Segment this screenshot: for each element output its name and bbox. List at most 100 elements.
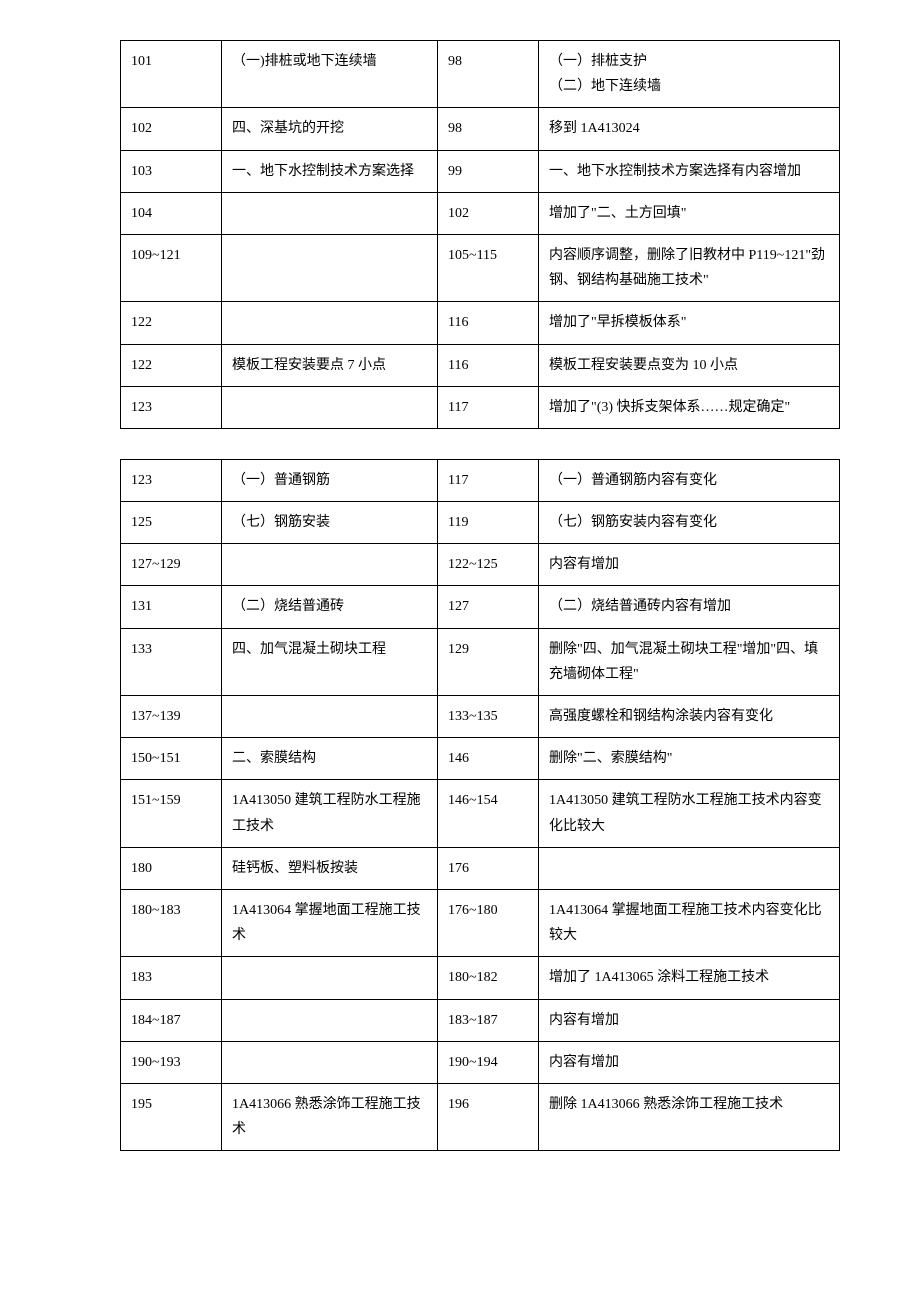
old-content-cell <box>222 234 438 301</box>
change-description-cell: 增加了 1A413065 涂料工程施工技术 <box>539 957 840 999</box>
comparison-table-1: 101（一)排桩或地下连续墙98（一）排桩支护（二）地下连续墙102四、深基坑的… <box>120 40 840 429</box>
old-page-cell: 183 <box>121 957 222 999</box>
change-description-cell <box>539 847 840 889</box>
old-page-cell: 137~139 <box>121 696 222 738</box>
table-row: 102四、深基坑的开挖98移到 1A413024 <box>121 108 840 150</box>
old-content-cell: 四、加气混凝土砌块工程 <box>222 628 438 695</box>
old-page-cell: 190~193 <box>121 1041 222 1083</box>
old-page-cell: 180~183 <box>121 889 222 956</box>
old-content-cell: （一）普通钢筋 <box>222 459 438 501</box>
table-row: 123 117增加了"(3) 快拆支架体系……规定确定" <box>121 386 840 428</box>
new-page-cell: 133~135 <box>438 696 539 738</box>
old-content-cell: 1A413064 掌握地面工程施工技术 <box>222 889 438 956</box>
old-content-cell <box>222 1041 438 1083</box>
change-description-cell: 删除"四、加气混凝土砌块工程"增加"四、填充墙砌体工程" <box>539 628 840 695</box>
change-description-cell: （一）普通钢筋内容有变化 <box>539 459 840 501</box>
change-description-cell: 一、地下水控制技术方案选择有内容增加 <box>539 150 840 192</box>
old-content-cell: 一、地下水控制技术方案选择 <box>222 150 438 192</box>
table-row: 123（一）普通钢筋117（一）普通钢筋内容有变化 <box>121 459 840 501</box>
table-row: 109~121105~115内容顺序调整，删除了旧教材中 P119~121"劲钢… <box>121 234 840 301</box>
old-page-cell: 122 <box>121 302 222 344</box>
new-page-cell: 129 <box>438 628 539 695</box>
old-page-cell: 122 <box>121 344 222 386</box>
old-content-cell <box>222 544 438 586</box>
old-content-cell <box>222 302 438 344</box>
change-description-cell: 1A413050 建筑工程防水工程施工技术内容变化比较大 <box>539 780 840 847</box>
table-row: 122模板工程安装要点 7 小点116模板工程安装要点变为 10 小点 <box>121 344 840 386</box>
new-page-cell: 127 <box>438 586 539 628</box>
change-description-cell: 内容顺序调整，删除了旧教材中 P119~121"劲钢、钢结构基础施工技术" <box>539 234 840 301</box>
table-row: 104 102增加了"二、土方回填" <box>121 192 840 234</box>
table-row: 180硅钙板、塑料板按装176 <box>121 847 840 889</box>
old-page-cell: 123 <box>121 386 222 428</box>
table-row: 137~139 133~135高强度螺栓和钢结构涂装内容有变化 <box>121 696 840 738</box>
old-page-cell: 101 <box>121 41 222 108</box>
new-page-cell: 176 <box>438 847 539 889</box>
old-content-cell: 硅钙板、塑料板按装 <box>222 847 438 889</box>
old-content-cell: 1A413050 建筑工程防水工程施工技术 <box>222 780 438 847</box>
table-row: 103一、地下水控制技术方案选择99一、地下水控制技术方案选择有内容增加 <box>121 150 840 192</box>
change-description-cell: （一）排桩支护（二）地下连续墙 <box>539 41 840 108</box>
table-row: 151~1591A413050 建筑工程防水工程施工技术146~1541A413… <box>121 780 840 847</box>
change-description-cell: （二）烧结普通砖内容有增加 <box>539 586 840 628</box>
new-page-cell: 117 <box>438 459 539 501</box>
change-description-cell: （七）钢筋安装内容有变化 <box>539 502 840 544</box>
change-description-cell: 增加了"早拆模板体系" <box>539 302 840 344</box>
change-description-cell: 删除"二、索膜结构" <box>539 738 840 780</box>
old-page-cell: 103 <box>121 150 222 192</box>
change-description-cell: 内容有增加 <box>539 999 840 1041</box>
new-page-cell: 116 <box>438 344 539 386</box>
new-page-cell: 190~194 <box>438 1041 539 1083</box>
new-page-cell: 98 <box>438 108 539 150</box>
old-content-cell: 1A413066 熟悉涂饰工程施工技术 <box>222 1083 438 1150</box>
new-page-cell: 146~154 <box>438 780 539 847</box>
change-description-cell: 移到 1A413024 <box>539 108 840 150</box>
old-page-cell: 133 <box>121 628 222 695</box>
old-content-cell <box>222 999 438 1041</box>
table-row: 1951A413066 熟悉涂饰工程施工技术196删除 1A413066 熟悉涂… <box>121 1083 840 1150</box>
new-page-cell: 180~182 <box>438 957 539 999</box>
new-page-cell: 117 <box>438 386 539 428</box>
old-page-cell: 184~187 <box>121 999 222 1041</box>
change-description-cell: 模板工程安装要点变为 10 小点 <box>539 344 840 386</box>
new-page-cell: 146 <box>438 738 539 780</box>
table-row: 183 180~182增加了 1A413065 涂料工程施工技术 <box>121 957 840 999</box>
new-page-cell: 116 <box>438 302 539 344</box>
old-page-cell: 102 <box>121 108 222 150</box>
old-content-cell: （一)排桩或地下连续墙 <box>222 41 438 108</box>
new-page-cell: 122~125 <box>438 544 539 586</box>
old-content-cell <box>222 957 438 999</box>
old-page-cell: 150~151 <box>121 738 222 780</box>
table-row: 122 116增加了"早拆模板体系" <box>121 302 840 344</box>
old-content-cell: 二、索膜结构 <box>222 738 438 780</box>
change-description-cell: 删除 1A413066 熟悉涂饰工程施工技术 <box>539 1083 840 1150</box>
change-description-cell: 内容有增加 <box>539 1041 840 1083</box>
old-content-cell <box>222 192 438 234</box>
old-page-cell: 127~129 <box>121 544 222 586</box>
old-page-cell: 125 <box>121 502 222 544</box>
table-row: 125（七）钢筋安装119（七）钢筋安装内容有变化 <box>121 502 840 544</box>
old-content-cell <box>222 386 438 428</box>
change-description-cell: 增加了"(3) 快拆支架体系……规定确定" <box>539 386 840 428</box>
table-2-container: 123（一）普通钢筋117（一）普通钢筋内容有变化125（七）钢筋安装119（七… <box>120 459 840 1151</box>
comparison-table-2: 123（一）普通钢筋117（一）普通钢筋内容有变化125（七）钢筋安装119（七… <box>120 459 840 1151</box>
change-description-cell: 内容有增加 <box>539 544 840 586</box>
old-content-cell: （七）钢筋安装 <box>222 502 438 544</box>
new-page-cell: 183~187 <box>438 999 539 1041</box>
new-page-cell: 102 <box>438 192 539 234</box>
table-1-container: 101（一)排桩或地下连续墙98（一）排桩支护（二）地下连续墙102四、深基坑的… <box>120 40 840 429</box>
old-page-cell: 104 <box>121 192 222 234</box>
new-page-cell: 105~115 <box>438 234 539 301</box>
table-row: 127~129 122~125内容有增加 <box>121 544 840 586</box>
table-row: 180~1831A413064 掌握地面工程施工技术176~1801A41306… <box>121 889 840 956</box>
new-page-cell: 119 <box>438 502 539 544</box>
old-content-cell: 四、深基坑的开挖 <box>222 108 438 150</box>
table-row: 150~151二、索膜结构146删除"二、索膜结构" <box>121 738 840 780</box>
table-row: 131（二）烧结普通砖127（二）烧结普通砖内容有增加 <box>121 586 840 628</box>
old-page-cell: 131 <box>121 586 222 628</box>
change-description-cell: 高强度螺栓和钢结构涂装内容有变化 <box>539 696 840 738</box>
change-description-cell: 1A413064 掌握地面工程施工技术内容变化比较大 <box>539 889 840 956</box>
old-content-cell: （二）烧结普通砖 <box>222 586 438 628</box>
old-content-cell: 模板工程安装要点 7 小点 <box>222 344 438 386</box>
change-description-cell: 增加了"二、土方回填" <box>539 192 840 234</box>
